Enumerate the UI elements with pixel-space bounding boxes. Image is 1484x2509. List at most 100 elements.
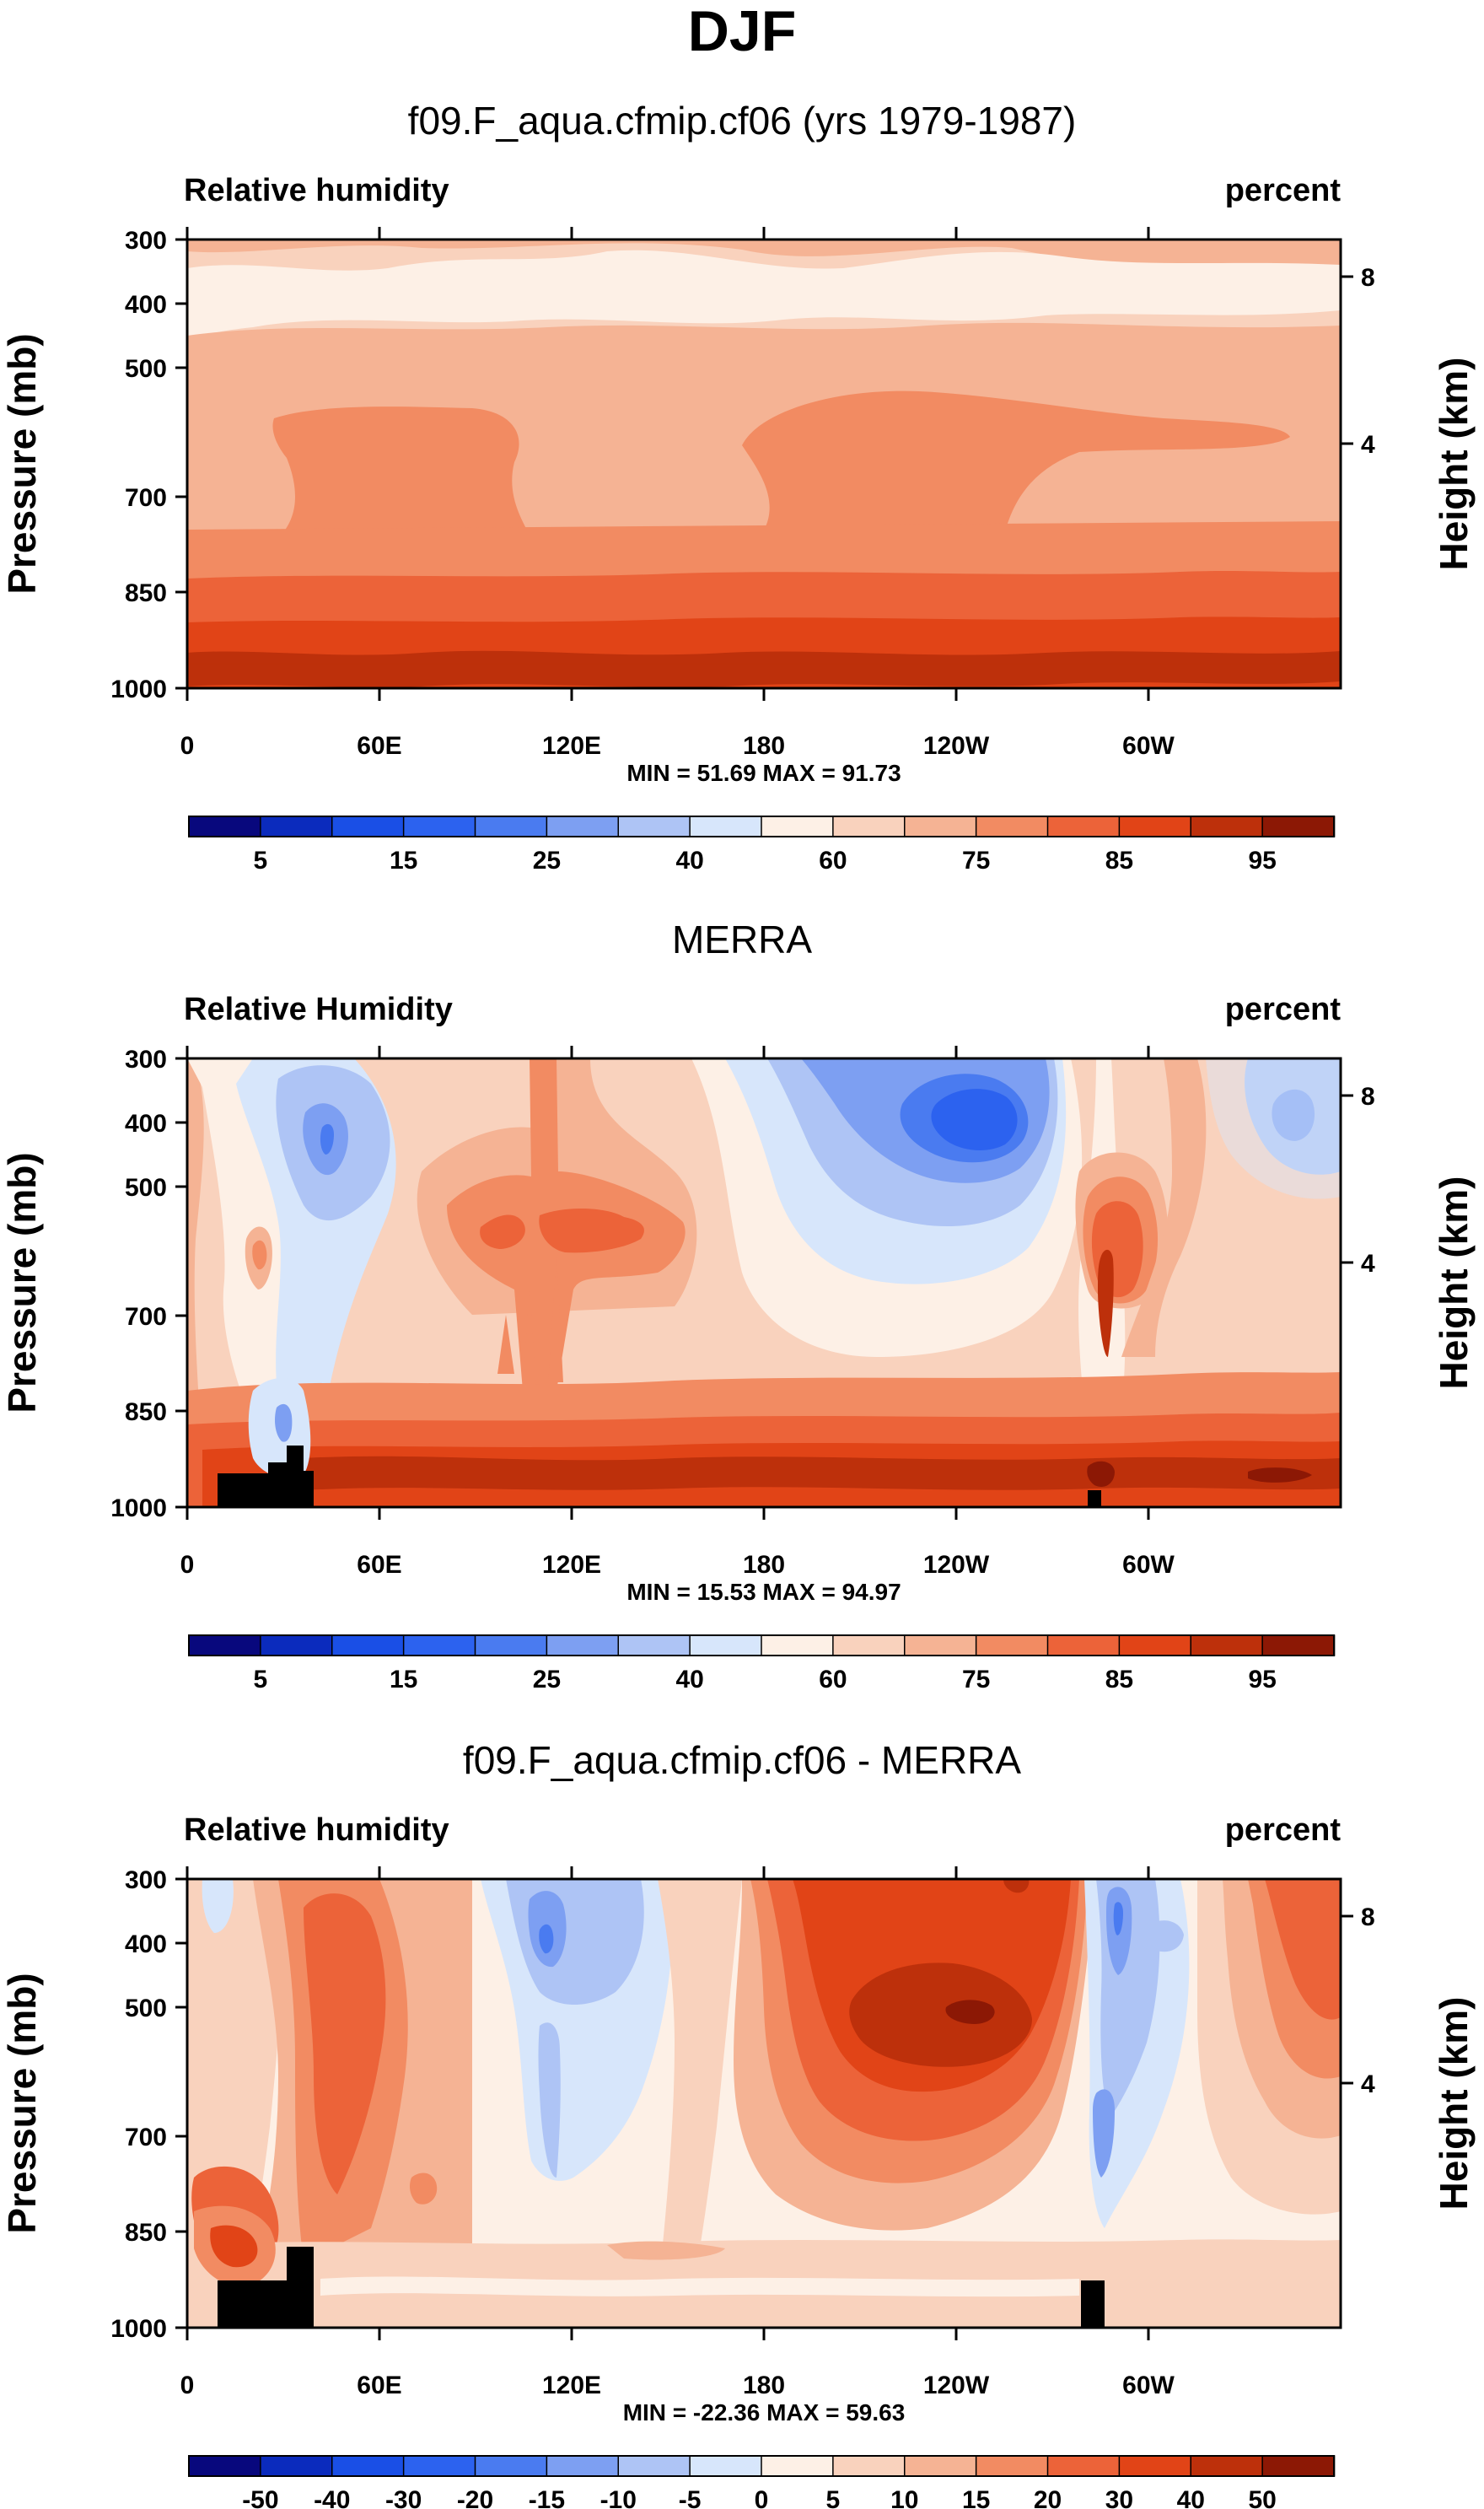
colorbar-box (832, 816, 906, 837)
x-tick-label: 120W (923, 1551, 990, 1579)
colorbar-label: -40 (314, 2486, 350, 2509)
terrain-mask (218, 1446, 1101, 1507)
contour-band (1087, 1461, 1115, 1488)
colorbar-box (904, 1634, 977, 1656)
colorbar-label: 10 (890, 2486, 918, 2509)
colorbar-box (689, 1634, 763, 1656)
x-tick-label: 180 (743, 732, 785, 760)
y-tick-label: 700 (125, 484, 167, 512)
colorbar-box (617, 2455, 691, 2477)
y-right-axis-label: Height (km) (1432, 1997, 1476, 2210)
contour-band (931, 1089, 1018, 1150)
terrain-block (268, 1462, 287, 1507)
contour-band (272, 407, 531, 538)
x-tick-label: 60W (1122, 1551, 1175, 1579)
terrain-block (218, 2280, 272, 2328)
terrain-block (1081, 2280, 1105, 2328)
colorbar-label: 40 (675, 847, 703, 875)
colorbar-box (1118, 816, 1192, 837)
left-label: Relative humidity (184, 1812, 449, 1848)
colorbar-box (546, 2455, 620, 2477)
colorbar-label: 60 (819, 1666, 847, 1693)
colorbar-box (402, 816, 476, 837)
y-right-tick-label: 8 (1361, 264, 1375, 292)
colorbar-label: 95 (1248, 1666, 1276, 1693)
colorbar-box (1190, 1634, 1264, 1656)
y-tick-label: 700 (125, 1303, 167, 1331)
colorbar-box (832, 1634, 906, 1656)
colorbar-box (975, 1634, 1049, 1656)
colorbar-box (761, 816, 835, 837)
y-tick-label: 850 (125, 2219, 167, 2247)
contour-band (320, 2276, 1079, 2297)
colorbar-box (617, 816, 691, 837)
terrain-block (287, 2247, 314, 2328)
x-tick-labels: 0 60E 120E 180 120W 60W (180, 2372, 1175, 2399)
y-right-axis-label: Height (km) (1432, 1176, 1476, 1390)
colorbar-label: -30 (385, 2486, 422, 2509)
contour-band (849, 1963, 1032, 2067)
colorbar-box (402, 2455, 476, 2477)
y-axis-label: Pressure (mb) (0, 1973, 44, 2233)
x-tick-label: 120W (923, 2372, 990, 2399)
colorbar-box (546, 1634, 620, 1656)
contour-band (304, 1893, 386, 2194)
colorbar-box (188, 1634, 262, 1656)
y-tick-label: 700 (125, 2124, 167, 2151)
contour-band (304, 1456, 1341, 1490)
x-tick-label: 60W (1122, 732, 1175, 760)
min-max-stats: MIN = 15.53 MAX = 94.97 (626, 1579, 901, 1605)
colorbar-box (546, 816, 620, 837)
y-tick-labels: 300 400 500 700 850 1000 (110, 227, 167, 703)
colorbar: 5 15 25 40 60 75 85 95 (188, 816, 1336, 875)
contour-band (187, 663, 1341, 665)
y-tick-label: 300 (125, 1046, 167, 1074)
contour-band (1121, 1058, 1207, 1357)
colorbar-label: -10 (600, 2486, 637, 2509)
colorbar-box (1118, 2455, 1192, 2477)
colorbar-box (260, 2455, 334, 2477)
colorbar-box (331, 2455, 405, 2477)
y-tick-labels: 300 400 500 700 850 1000 (110, 1046, 167, 1522)
colorbar-label: 5 (826, 2486, 841, 2509)
colorbar-frame (188, 816, 1335, 837)
colorbar-label: -20 (457, 2486, 493, 2509)
colorbar-box (474, 2455, 548, 2477)
colorbar-box (260, 1634, 334, 1656)
y-tick-label: 400 (125, 1930, 167, 1958)
contour-band (210, 2225, 258, 2268)
colorbar-label: 15 (962, 2486, 990, 2509)
colorbar-label: 75 (962, 1666, 990, 1693)
y-axis-label: Pressure (mb) (0, 333, 44, 594)
colorbar-box (832, 2455, 906, 2477)
contour-band (202, 1879, 234, 1933)
panel-chart-svg: Relative humidity percent 0 60E 120E 180… (0, 1812, 1476, 2509)
right-label: percent (1225, 992, 1342, 1027)
x-tick-label: 60E (357, 2372, 401, 2399)
axis-ticks (175, 1046, 1353, 1520)
colorbar: -50 -40 -30 -20 -15 -10 -5 0 5 10 15 20 30 40 50 (188, 2455, 1336, 2509)
contour-band (1248, 1467, 1312, 1483)
colorbar-box (260, 816, 334, 837)
y-right-tick-label: 8 (1361, 1903, 1375, 1931)
contour-band (1003, 1879, 1030, 1893)
colorbar-label: 60 (819, 847, 847, 875)
y-axis-label: Pressure (mb) (0, 1152, 44, 1413)
contour-field (187, 1058, 1341, 1507)
y-right-tick-label: 4 (1361, 431, 1375, 459)
terrain-block (287, 1446, 304, 1507)
terrain-block (218, 1473, 270, 1507)
colorbar-box (1190, 2455, 1264, 2477)
terrain-block (272, 2280, 287, 2328)
y-tick-label: 300 (125, 1866, 167, 1894)
y-tick-labels: 300 400 500 700 850 1000 (110, 1866, 167, 2343)
x-tick-labels: 0 60E 120E 180 120W 60W (180, 1551, 1175, 1579)
contour-band (187, 250, 1341, 337)
colorbar-box (188, 816, 262, 837)
axis-ticks (175, 227, 1353, 701)
colorbar-label: -15 (529, 2486, 565, 2509)
colorbar-label: 85 (1105, 847, 1133, 875)
right-label: percent (1225, 1812, 1342, 1848)
axis-ticks (175, 1866, 1353, 2340)
terrain-block (304, 1471, 314, 1507)
